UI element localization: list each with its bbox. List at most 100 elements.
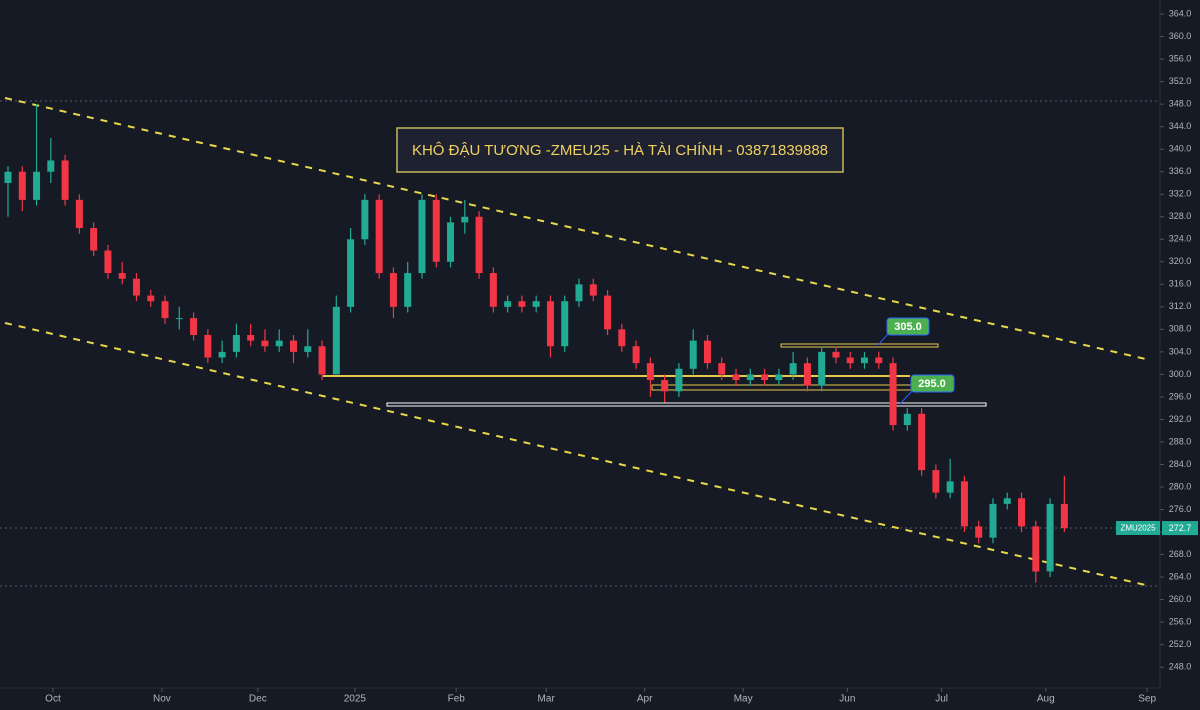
candle-body [889,363,897,426]
x-tick-label: Dec [249,694,267,705]
candle-body [861,357,869,364]
y-tick-label: 364.0 [1169,8,1192,18]
candle-body [946,481,954,493]
x-tick-label: Feb [448,694,466,705]
x-tick-label: Jul [935,694,948,705]
candle-body [875,357,883,364]
y-tick-label: 340.0 [1169,144,1192,154]
x-tick-label: Jun [839,694,855,705]
candle-body [575,284,583,302]
y-tick-label: 256.0 [1169,617,1192,627]
candle-body [1018,498,1026,527]
candle-body [504,301,512,307]
candle-body [432,199,440,262]
candle-body [318,346,326,375]
candle-body [61,160,69,200]
price-label-box [910,374,955,393]
x-tick-label: Sep [1138,694,1156,705]
candle-body [147,295,155,302]
x-tick-label: Apr [637,694,653,705]
candle-body [218,351,226,358]
candle-body [347,239,355,307]
candle-body [661,380,669,392]
candle-body [532,301,540,307]
candle-body [546,301,554,347]
y-tick-label: 336.0 [1169,166,1192,176]
label-leader [899,390,913,405]
drawings [0,97,1160,587]
y-tick-label: 300.0 [1169,369,1192,379]
y-tick-label: 312.0 [1169,301,1192,311]
candle-body [561,301,569,347]
support-zone [386,402,987,407]
candle-body [175,318,183,320]
candle-body [489,273,497,307]
x-tick-label: Aug [1037,694,1055,705]
candle-body [447,222,455,262]
last-price-tag [1162,521,1198,536]
x-tick-label: 2025 [344,694,367,705]
candle-body [332,306,340,375]
y-tick-label: 308.0 [1169,324,1192,334]
candle-body [803,363,811,386]
y-tick-label: 296.0 [1169,391,1192,401]
candle-body [190,318,198,335]
candle-body [718,363,726,375]
x-tick-label: Mar [538,694,556,705]
candle-body [989,503,997,538]
candle-body [4,171,12,183]
y-tick-label: 252.0 [1169,639,1192,649]
x-tick-label: Nov [153,694,171,705]
y-tick-label: 260.0 [1169,594,1192,604]
resistance-zone [780,343,939,348]
candle-body [90,228,98,251]
y-tick-label: 304.0 [1169,346,1192,356]
candle-body [832,351,840,358]
candle-body [960,481,968,527]
candle-body [675,368,683,392]
candle-body [47,160,55,172]
candle-body [789,363,797,375]
y-tick-label: 360.0 [1169,31,1192,41]
candle-body [589,284,597,296]
y-tick-label: 320.0 [1169,256,1192,266]
y-tick-label: 348.0 [1169,99,1192,109]
y-tick-label: 356.0 [1169,53,1192,63]
x-tick-label: Oct [45,694,61,705]
candle-body [33,171,41,200]
y-tick-label: 264.0 [1169,571,1192,581]
candle-body [104,250,112,274]
y-tick-label: 280.0 [1169,481,1192,491]
y-tick-label: 352.0 [1169,76,1192,86]
candle-body [846,357,854,364]
y-tick-label: 316.0 [1169,279,1192,289]
label-leader [877,333,889,346]
candle-body [247,334,255,341]
candle-body [261,340,269,347]
candle-body [475,216,483,274]
y-tick-label: 344.0 [1169,121,1192,131]
y-tick-label: 332.0 [1169,189,1192,199]
candle-body [375,199,383,274]
candle-body [646,363,654,381]
candle-body [703,340,711,364]
candle-body [1060,503,1068,529]
candle-body [389,273,397,307]
candle-body [775,374,783,381]
candle-body [18,171,26,200]
candle-body [818,351,826,386]
y-tick-label: 292.0 [1169,414,1192,424]
candle-body [604,295,612,330]
y-tick-label: 248.0 [1169,662,1192,672]
price-label: 305.0 [894,321,922,333]
symbol-tag [1116,521,1160,535]
candle-body [418,199,426,274]
candle-body [746,374,754,381]
last-price: 272.7 [1169,523,1192,533]
y-tick-label: 268.0 [1169,549,1192,559]
candle-body [232,334,240,352]
y-tick-label: 276.0 [1169,504,1192,514]
